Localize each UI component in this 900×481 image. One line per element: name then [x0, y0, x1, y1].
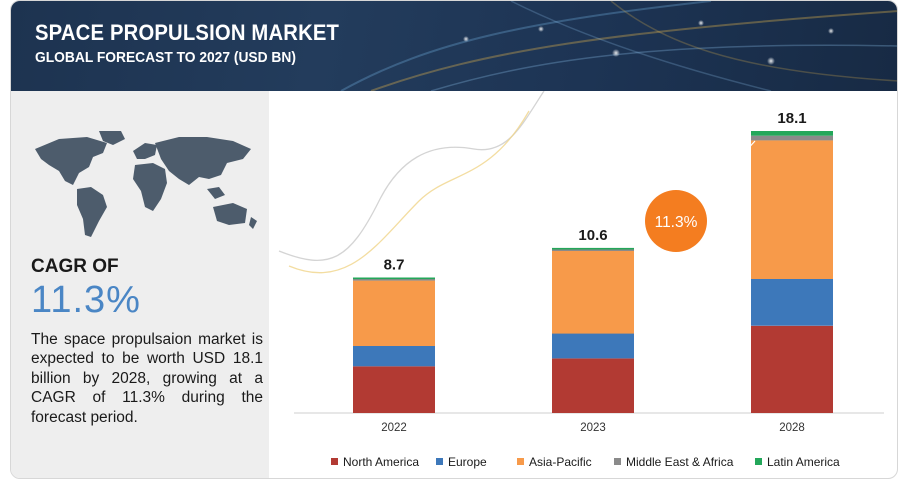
bar-total-label: 8.7 — [384, 257, 405, 274]
bar-segment-2023-0 — [552, 358, 634, 413]
bar-segment-2022-4 — [353, 277, 435, 280]
bar-segment-2028-1 — [751, 279, 833, 326]
bar-segment-2022-2 — [353, 280, 435, 346]
legend-swatch — [331, 458, 338, 465]
bar-segment-2028-2 — [751, 140, 833, 279]
bar-segment-2028-3 — [751, 135, 833, 141]
legend-swatch — [436, 458, 443, 465]
legend-label: Middle East & Africa — [626, 455, 734, 469]
legend-label: Asia-Pacific — [529, 455, 592, 469]
bar-segment-2022-0 — [353, 366, 435, 413]
page-subtitle: GLOBAL FORECAST TO 2027 (USD BN) — [35, 49, 296, 66]
legend-item: North America — [331, 455, 419, 469]
legend-item: Latin America — [755, 455, 840, 469]
bar-segment-2023-2 — [552, 251, 634, 334]
world-map-icon — [35, 131, 257, 237]
bar-segment-2023-3 — [552, 249, 634, 251]
page-title: SPACE PROPULSION MARKET — [35, 20, 340, 45]
bar-segment-2022-1 — [353, 346, 435, 367]
x-tick-label: 2023 — [580, 422, 606, 434]
legend-label: Europe — [448, 455, 487, 469]
cagr-value: 11.3% — [31, 279, 141, 321]
x-tick-label: 2022 — [381, 422, 407, 434]
decorative-swoosh-gray — [278, 91, 545, 261]
legend-label: Latin America — [767, 455, 840, 469]
bar-segment-2023-1 — [552, 333, 634, 359]
x-tick-label: 2028 — [779, 422, 805, 434]
decorative-swoosh-gold — [288, 110, 530, 274]
legend-swatch — [755, 458, 762, 465]
cagr-label: CAGR OF — [31, 256, 119, 277]
legend-item: Europe — [436, 455, 487, 469]
bar-total-label: 18.1 — [777, 110, 806, 127]
cagr-bubble-label: 11.3% — [655, 214, 698, 231]
banner-light-streaks — [340, 1, 897, 91]
header-banner: SPACE PROPULSION MARKET GLOBAL FORECAST … — [11, 1, 897, 91]
bar-segment-2028-0 — [751, 325, 833, 413]
legend-swatch — [614, 458, 621, 465]
legend-item: Asia-Pacific — [517, 455, 592, 469]
infographic-frame: SPACE PROPULSION MARKET GLOBAL FORECAST … — [10, 0, 898, 479]
cagr-bubble — [645, 190, 707, 252]
legend-swatch — [517, 458, 524, 465]
bar-segment-2028-4 — [751, 131, 833, 136]
legend-item: Middle East & Africa — [614, 455, 734, 469]
legend-label: North America — [343, 455, 419, 469]
bar-segment-2023-4 — [552, 247, 634, 250]
cagr-trend-arrow — [688, 140, 756, 214]
bar-segment-2022-3 — [353, 279, 435, 281]
bar-total-label: 10.6 — [578, 227, 607, 244]
market-description: The space propulsaion market is expected… — [31, 331, 263, 426]
stacked-bar-chart: 8.7 2022 10.6 2023 18.1 2028 11.3% North Amer… — [278, 91, 884, 469]
